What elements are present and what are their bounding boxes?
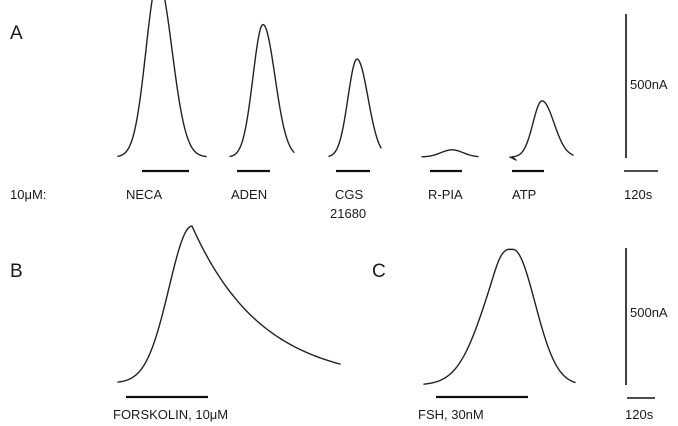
label-forskolin: FORSKOLIN, 10μM [113, 407, 228, 422]
scale-label-current-a: 500nA [630, 77, 668, 92]
panel-letter-c: C [372, 261, 386, 282]
trace-cgs21680 [328, 58, 382, 157]
panel-letter-a: A [10, 23, 23, 44]
label-fsh: FSH, 30nM [418, 407, 484, 422]
scale-label-current-c: 500nA [630, 305, 668, 320]
trace-atp [509, 100, 574, 161]
label-cgs: CGS [335, 187, 364, 202]
trace-aden [229, 23, 295, 158]
label-atp: ATP [512, 187, 536, 202]
label-cgs-number: 21680 [330, 206, 366, 221]
scale-label-time-a: 120s [624, 187, 653, 202]
label-neca: NECA [126, 187, 162, 202]
trace-forskolin [117, 225, 341, 383]
concentration-label: 10μM: [10, 187, 46, 202]
trace-r-pia [421, 149, 479, 158]
label-r-pia: R-PIA [428, 187, 463, 202]
label-aden: ADEN [231, 187, 267, 202]
trace-neca [117, 0, 207, 158]
scale-label-time-c: 120s [625, 407, 654, 422]
trace-fsh [423, 248, 576, 385]
panel-letter-b: B [10, 261, 23, 282]
